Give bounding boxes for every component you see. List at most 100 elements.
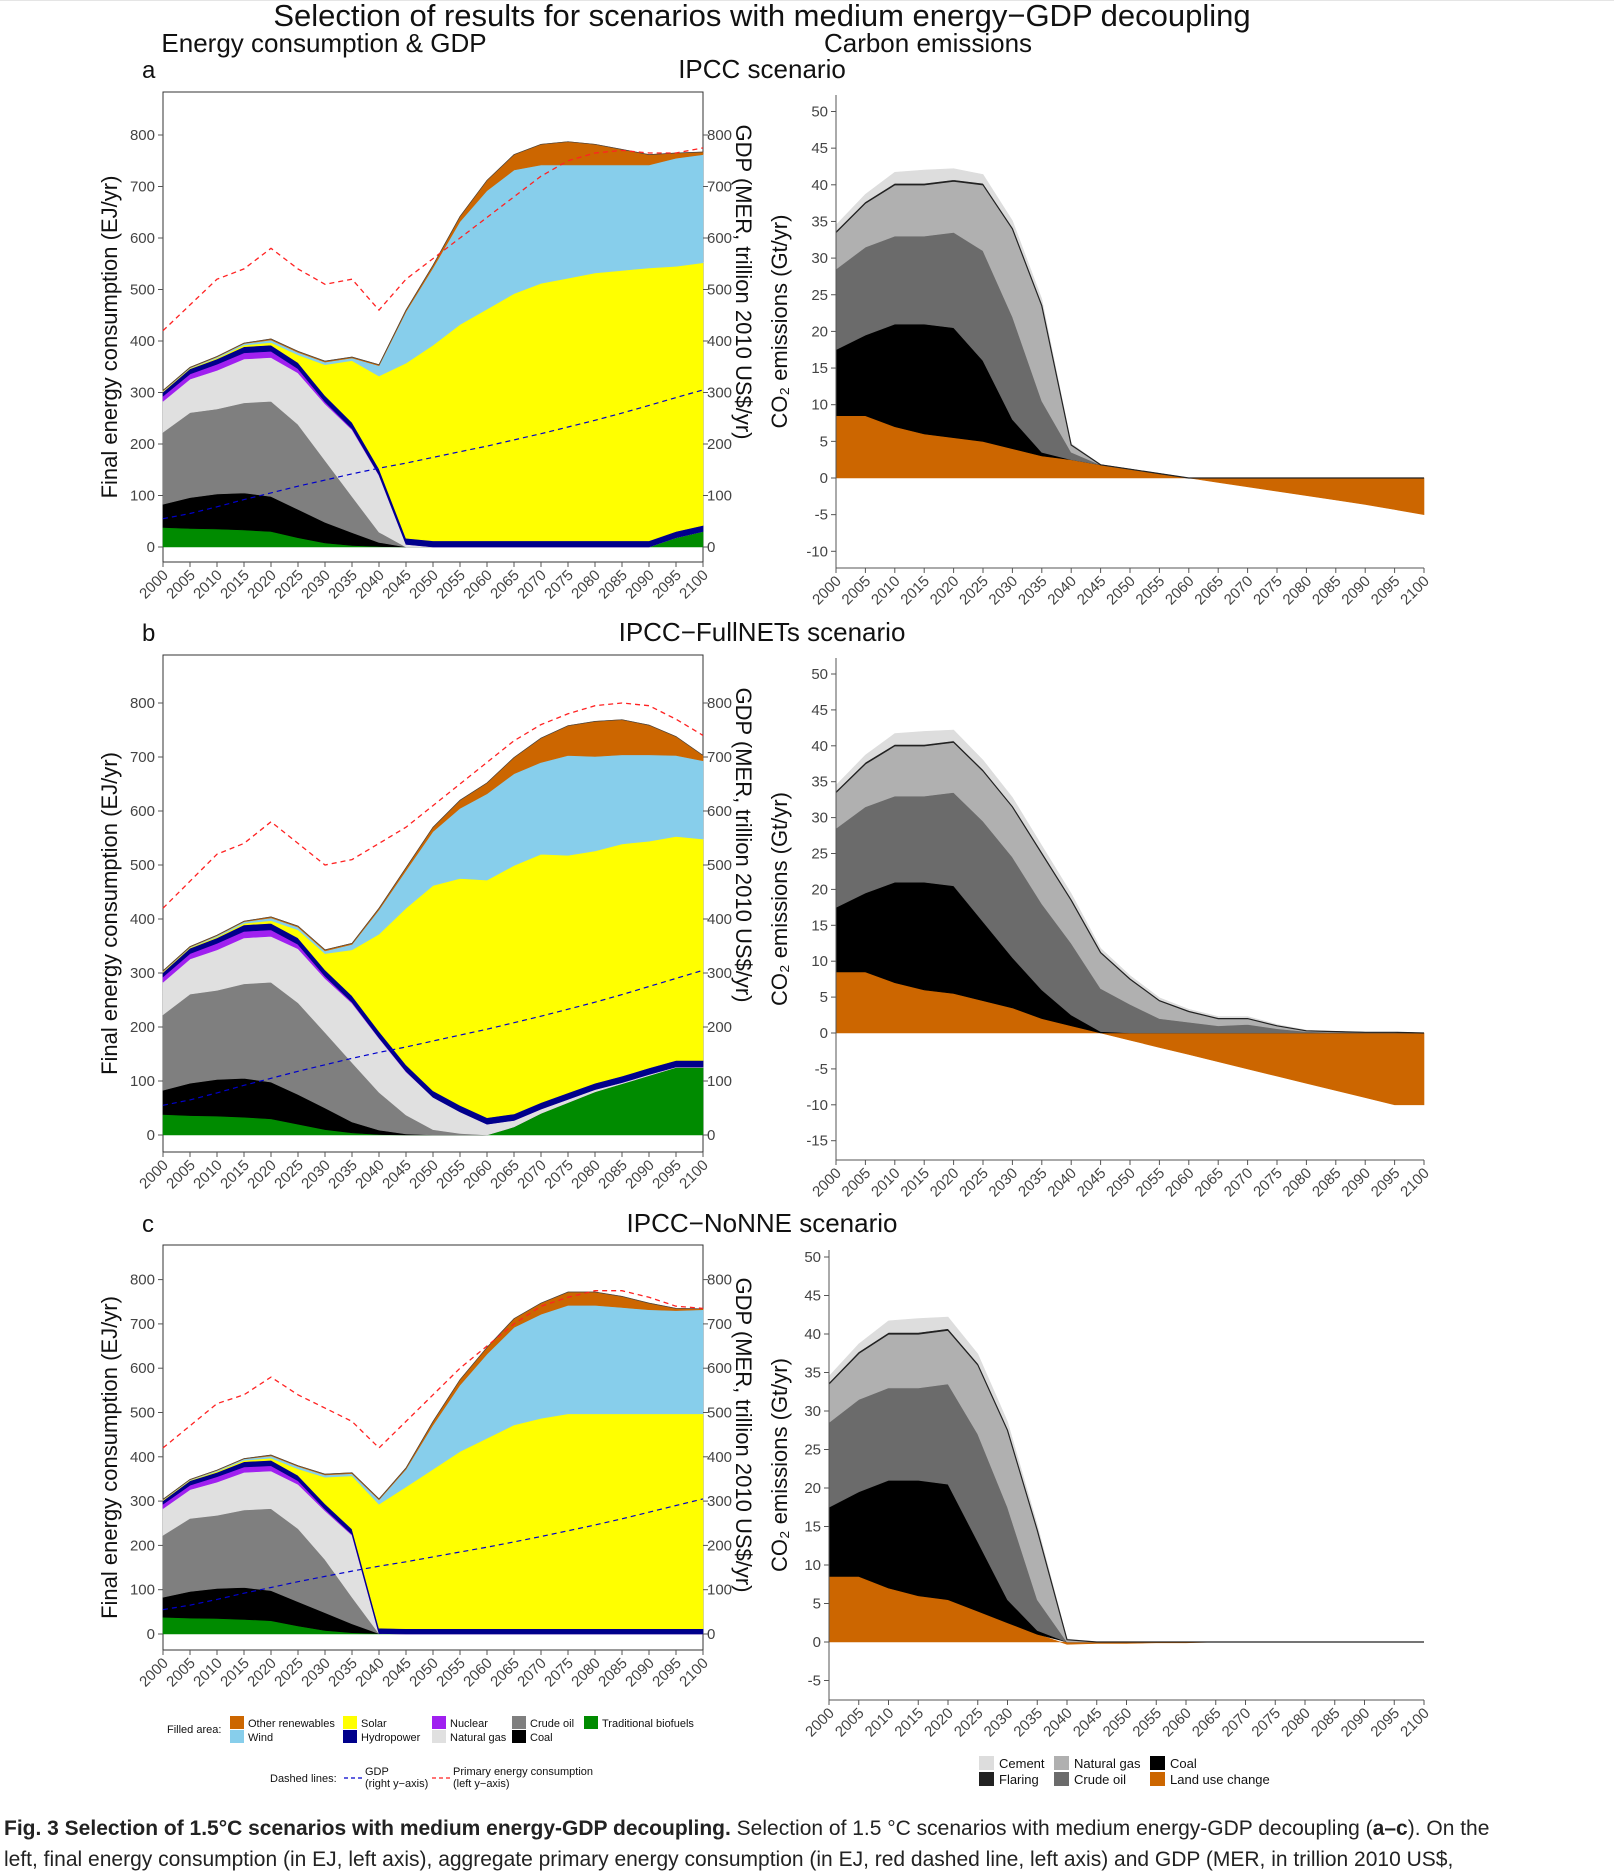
- panel-letter-a: a: [142, 57, 156, 84]
- co2-y-tick-label: 50: [811, 104, 828, 121]
- co2-y-tick-label: -10: [806, 543, 828, 560]
- y-tick-label: 700: [130, 749, 155, 766]
- y-tick-label: 800: [130, 695, 155, 712]
- co2-y-tick-label: 40: [811, 738, 828, 755]
- y-tick-label: 500: [130, 857, 155, 874]
- x-tick-label: 2000: [136, 1655, 172, 1691]
- legend-swatch-natural-gas: [432, 1730, 446, 1743]
- co2-x-tick-label: 2090: [1338, 1165, 1374, 1201]
- legend-energy: Filled area: Other renewables Wind Solar Hyd…: [167, 1716, 694, 1790]
- co2-x-tick-label: 2040: [1040, 1705, 1076, 1741]
- co2-x-tick-label: 2070: [1221, 1165, 1257, 1201]
- legend-co2: Cement Natural gas Coal Flaring Crude oil Lan…: [979, 1756, 1270, 1787]
- co2-y-tick-label: 0: [820, 470, 828, 487]
- co2-y-tick-label: 15: [811, 360, 828, 377]
- x-tick-label: 2100: [676, 1655, 712, 1691]
- energy-total-outline: [162, 1291, 704, 1500]
- x-tick-label: 2045: [379, 1655, 415, 1691]
- legend-gdp-sub: (right y−axis): [365, 1778, 428, 1790]
- x-tick-label: 2015: [217, 567, 253, 603]
- co2-x-tick-label: 2095: [1368, 1165, 1404, 1201]
- co2-fossil-outline: [828, 1329, 1424, 1643]
- co2-y-tick-label: -15: [806, 1133, 828, 1150]
- legend-label-coal: Coal: [530, 1732, 553, 1744]
- panel-letter-b: b: [142, 620, 155, 647]
- y2-tick-label: 200: [707, 1537, 732, 1554]
- y-tick-label: 0: [147, 539, 155, 556]
- y2-tick-label: 700: [707, 179, 732, 196]
- panel-letter-c: c: [142, 1211, 154, 1238]
- legend-primary-label: Primary energy consumption: [453, 1766, 593, 1778]
- x-tick-label: 2095: [649, 1655, 685, 1691]
- co2-x-tick-label: 2020: [921, 1705, 957, 1741]
- gdp-y-axis-label: GDP (MER, trillion 2010 US$/yr): [731, 687, 756, 1002]
- y2-tick-label: 700: [707, 1316, 732, 1333]
- co2-x-tick-label: 2010: [868, 573, 904, 609]
- y-tick-label: 400: [130, 333, 155, 350]
- legend-gdp-label: GDP: [365, 1766, 389, 1778]
- top-border: [0, 0, 1614, 1]
- co2-x-tick-label: 2045: [1070, 1705, 1106, 1741]
- y-tick-label: 400: [130, 1449, 155, 1466]
- co2-x-tick-label: 2095: [1368, 573, 1404, 609]
- y2-tick-label: 400: [707, 333, 732, 350]
- legend-label-other-renewables: Other renewables: [248, 1718, 335, 1730]
- co2-x-tick-label: 2000: [809, 1165, 845, 1201]
- x-tick-label: 2080: [568, 1655, 604, 1691]
- y2-tick-label: 0: [707, 1127, 715, 1144]
- x-tick-label: 2090: [622, 1157, 658, 1193]
- co2-fossil-outline: [835, 741, 1425, 1034]
- x-tick-label: 2015: [217, 1655, 253, 1691]
- co2-y-tick-label: 20: [811, 881, 828, 898]
- caption-bold: Fig. 3 Selection of 1.5°C scenarios with…: [4, 1817, 731, 1840]
- co2-x-tick-label: 2055: [1129, 1705, 1165, 1741]
- x-tick-label: 2020: [244, 1655, 280, 1691]
- x-tick-label: 2020: [244, 567, 280, 603]
- x-tick-label: 2030: [298, 1157, 334, 1193]
- energy-y-axis-label: Final energy consumption (EJ/yr): [97, 1296, 122, 1619]
- co2-x-tick-label: 2015: [897, 573, 933, 609]
- co2-x-tick-label: 2080: [1280, 1165, 1316, 1201]
- co2-x-tick-label: 2050: [1103, 573, 1139, 609]
- co2-y-tick-label: 5: [820, 989, 828, 1006]
- co2-x-tick-label: 2035: [1015, 1165, 1051, 1201]
- co2-x-tick-label: 2025: [956, 1165, 992, 1201]
- y-tick-label: 600: [130, 1360, 155, 1377]
- y2-tick-label: 800: [707, 127, 732, 144]
- co2-y-tick-label: -5: [815, 1061, 828, 1078]
- y2-tick-label: 600: [707, 230, 732, 247]
- co2-y-tick-label: 45: [811, 140, 828, 157]
- y2-tick-label: 400: [707, 1449, 732, 1466]
- co2-x-tick-label: 2015: [891, 1705, 927, 1741]
- co2-x-tick-label: 2100: [1397, 1705, 1433, 1741]
- co2-x-tick-label: 2030: [981, 1705, 1017, 1741]
- co2-legend-label-co2-crude-oil: Crude oil: [1074, 1772, 1126, 1787]
- co2-legend-label-cement: Cement: [999, 1756, 1045, 1771]
- co2-y-tick-label: 50: [811, 666, 828, 683]
- co2-y-axis-label: CO₂ emissions (Gt/yr): [767, 792, 792, 1006]
- x-tick-label: 2025: [271, 1157, 307, 1193]
- x-tick-label: 2090: [622, 1655, 658, 1691]
- x-tick-label: 2045: [379, 1157, 415, 1193]
- co2-x-tick-label: 2065: [1191, 573, 1227, 609]
- co2-y-tick-label: 30: [811, 810, 828, 827]
- co2-y-tick-label: 45: [811, 702, 828, 719]
- co2-legend-label-co2-coal: Coal: [1170, 1756, 1197, 1771]
- co2-x-tick-label: 2060: [1162, 573, 1198, 609]
- legend-swatch-coal: [512, 1730, 526, 1743]
- co2-y-tick-label: 25: [811, 287, 828, 304]
- x-tick-label: 2060: [460, 1655, 496, 1691]
- energy-total-outline: [162, 719, 704, 972]
- legend-swatch-crude-oil: [512, 1716, 526, 1729]
- y-tick-label: 200: [130, 1019, 155, 1036]
- panel-title-c: IPCC−NoNNE scenario: [627, 1208, 898, 1238]
- co2-x-tick-label: 2085: [1309, 573, 1345, 609]
- co2-y-tick-label: 50: [804, 1249, 821, 1266]
- x-tick-label: 2090: [622, 567, 658, 603]
- co2-x-tick-label: 2035: [1015, 573, 1051, 609]
- co2-y-tick-label: 35: [811, 213, 828, 230]
- co2-x-tick-label: 2040: [1044, 1165, 1080, 1201]
- y-tick-label: 100: [130, 1582, 155, 1599]
- caption-text-2: ). On the: [1407, 1817, 1490, 1840]
- co2-y-tick-label: 40: [804, 1326, 821, 1343]
